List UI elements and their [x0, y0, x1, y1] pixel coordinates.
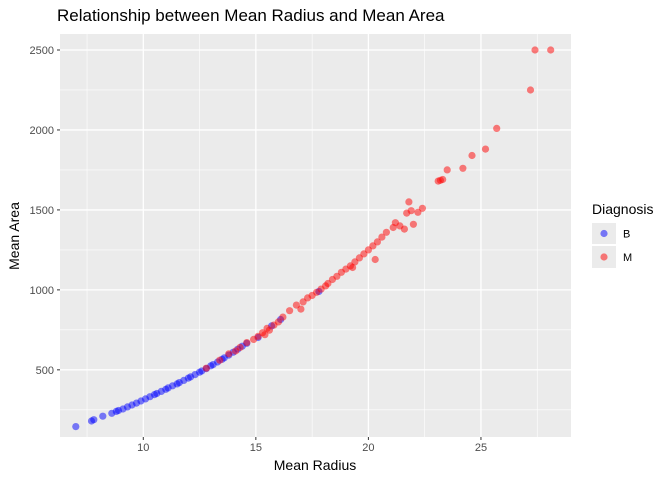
- data-point-m: [468, 151, 476, 160]
- legend-marker-m: [600, 253, 608, 261]
- data-point-m: [243, 339, 251, 347]
- data-point-m: [202, 364, 210, 372]
- data-point-m: [481, 145, 490, 153]
- data-point-m: [371, 255, 379, 264]
- data-point-m: [439, 175, 447, 184]
- x-tick-label: 25: [475, 442, 487, 454]
- data-point-m: [279, 313, 287, 321]
- grid-major: [60, 34, 571, 437]
- data-point-m: [265, 326, 273, 334]
- y-tick-label: 1500: [30, 205, 54, 217]
- data-point-m: [459, 164, 467, 172]
- y-axis-ticks: 500 1000 1500 2000 2500: [30, 45, 60, 377]
- data-points: [72, 46, 555, 431]
- data-point-m: [547, 46, 555, 54]
- data-point-m: [405, 198, 413, 206]
- legend-marker-b: [600, 229, 608, 238]
- grid-minor: [60, 34, 571, 437]
- y-tick-label: 1000: [30, 285, 54, 297]
- data-point-m: [373, 238, 381, 246]
- y-tick-label: 2000: [30, 125, 54, 137]
- data-point-m: [418, 204, 426, 212]
- data-point-b: [99, 412, 107, 420]
- x-axis-title: Mean Radius: [274, 457, 357, 473]
- data-point-m: [349, 263, 357, 272]
- legend-label-m: M: [623, 252, 632, 264]
- y-axis-title: Mean Area: [6, 202, 22, 270]
- data-point-m: [225, 350, 233, 358]
- data-point-m: [261, 331, 269, 339]
- data-point-b: [72, 423, 80, 431]
- x-tick-label: 20: [362, 442, 374, 454]
- data-point-m: [236, 343, 244, 351]
- data-point-m: [274, 318, 282, 326]
- data-point-m: [407, 207, 415, 215]
- data-point-m: [382, 228, 390, 236]
- y-tick-label: 500: [36, 365, 54, 377]
- plot-panel: [60, 34, 571, 437]
- x-tick-label: 10: [137, 442, 149, 454]
- data-point-m: [400, 225, 408, 233]
- data-point-m: [526, 86, 535, 94]
- legend-label-b: B: [623, 229, 630, 241]
- data-point-m: [297, 305, 305, 313]
- legend-title: Diagnosis: [592, 201, 653, 217]
- legend: Diagnosis B M: [592, 201, 653, 268]
- data-point-m: [216, 356, 224, 364]
- data-point-m: [378, 233, 386, 241]
- data-point-m: [409, 220, 417, 228]
- data-point-m: [443, 166, 451, 174]
- data-point-b: [90, 416, 98, 424]
- data-point-m: [531, 46, 539, 54]
- data-point-m: [493, 124, 501, 132]
- x-tick-label: 15: [250, 442, 262, 454]
- chart-title: Relationship between Mean Radius and Mea…: [57, 6, 445, 25]
- x-axis-ticks: 10 15 20 25: [137, 437, 487, 454]
- y-tick-label: 2500: [30, 45, 54, 57]
- data-point-m: [286, 307, 294, 315]
